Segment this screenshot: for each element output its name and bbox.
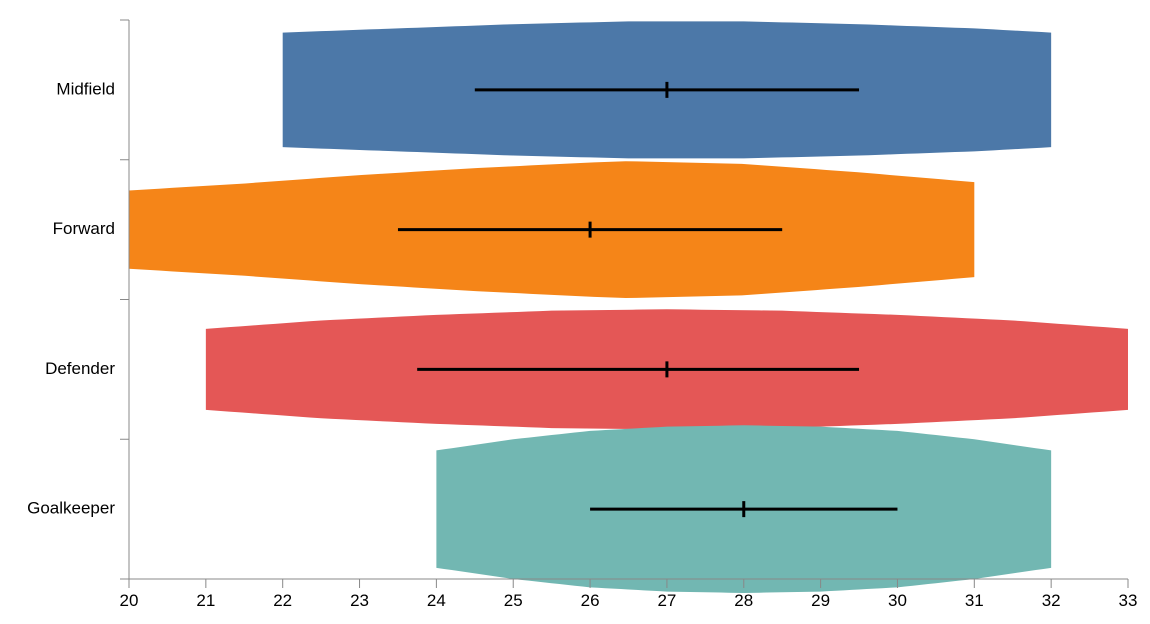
x-tick-label: 23 bbox=[350, 591, 369, 610]
x-tick-label: 32 bbox=[1042, 591, 1061, 610]
x-tick-label: 24 bbox=[427, 591, 446, 610]
x-tick-label: 21 bbox=[196, 591, 215, 610]
x-tick-label: 30 bbox=[888, 591, 907, 610]
y-category-label-midfield: Midfield bbox=[56, 79, 115, 98]
violin-group-defender bbox=[205, 309, 1129, 430]
x-tick-label: 22 bbox=[273, 591, 292, 610]
x-tick-label: 33 bbox=[1119, 591, 1138, 610]
y-category-label-goalkeeper: Goalkeeper bbox=[27, 499, 115, 518]
x-tick-label: 31 bbox=[965, 591, 984, 610]
x-tick-label: 26 bbox=[581, 591, 600, 610]
x-tick-label: 20 bbox=[120, 591, 139, 610]
x-tick-label: 25 bbox=[504, 591, 523, 610]
y-category-label-defender: Defender bbox=[45, 359, 115, 378]
x-tick-label: 27 bbox=[657, 591, 676, 610]
violin-group-goalkeeper bbox=[436, 425, 1052, 593]
violin-group-forward bbox=[129, 161, 975, 298]
violin-layer bbox=[129, 21, 1129, 593]
x-tick-label: 28 bbox=[734, 591, 753, 610]
violin-group-midfield bbox=[282, 21, 1052, 159]
y-category-label-forward: Forward bbox=[53, 219, 115, 238]
x-tick-label: 29 bbox=[811, 591, 830, 610]
axes-layer: Midfield Forward Defender Goalkeeper 20 21 22 2… bbox=[27, 19, 1138, 610]
